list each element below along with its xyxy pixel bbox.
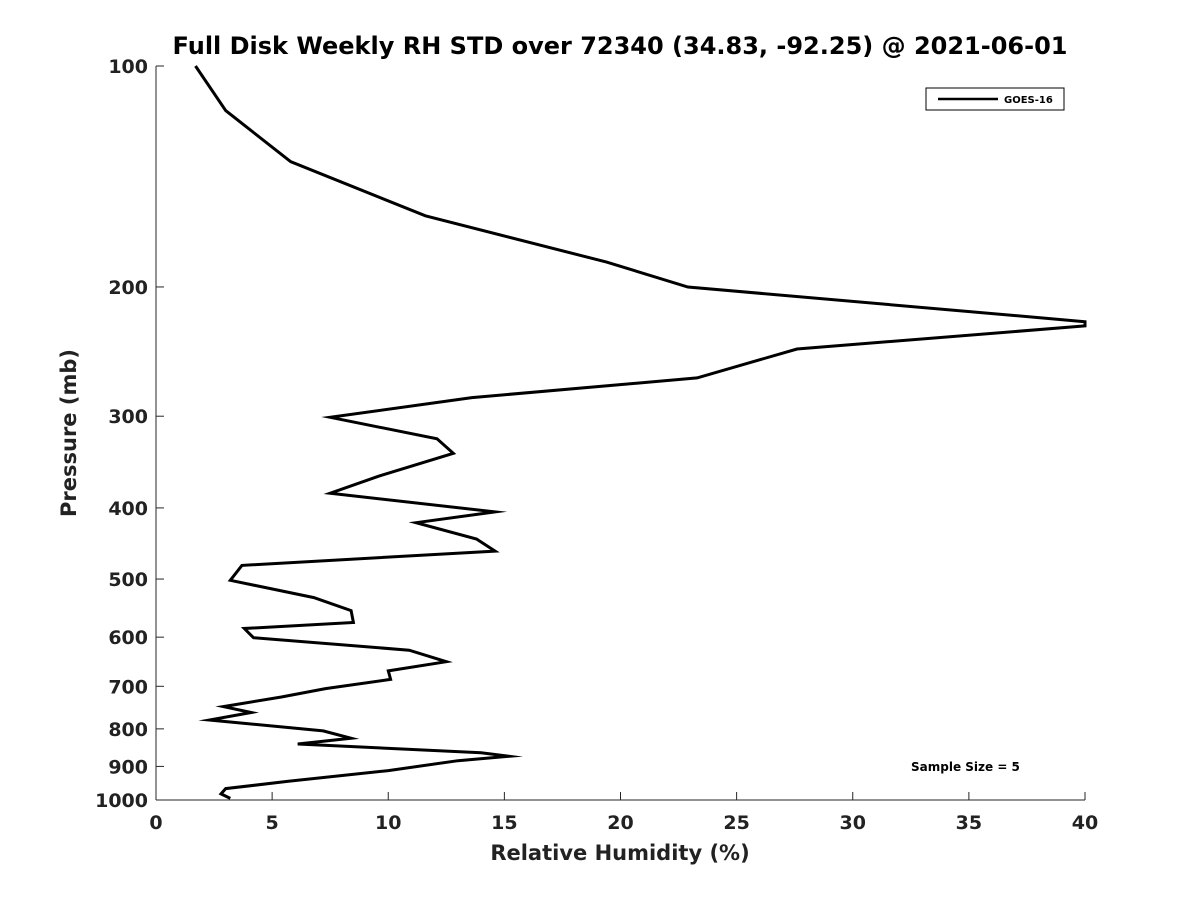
x-tick-label: 40 <box>1072 812 1098 834</box>
x-tick-label: 30 <box>840 812 866 834</box>
y-tick-label: 600 <box>108 627 148 649</box>
x-tick-label: 35 <box>956 812 982 834</box>
x-tick-label: 10 <box>375 812 401 834</box>
x-axis-label: Relative Humidity (%) <box>490 841 749 865</box>
y-tick-label: 500 <box>108 569 148 591</box>
legend-entry: GOES-16 <box>1004 95 1053 106</box>
chart-title: Full Disk Weekly RH STD over 72340 (34.8… <box>173 32 1068 60</box>
y-tick-label: 900 <box>108 756 148 778</box>
series-group <box>194 65 1087 800</box>
y-axis-label: Pressure (mb) <box>57 349 81 517</box>
y-tick-label: 1000 <box>95 790 148 812</box>
sample-size-annotation: Sample Size = 5 <box>911 760 1020 774</box>
x-tick-label: 20 <box>607 812 633 834</box>
x-tick-label: 5 <box>266 812 279 834</box>
y-tick-label: 400 <box>108 498 148 520</box>
legend: GOES-16 <box>925 87 1065 111</box>
plot-layer: 0 5 10 15 20 25 30 35 40 100 200 300 400 500 600 700 800… <box>95 56 1098 834</box>
x-tick-label: 15 <box>491 812 517 834</box>
y-tick-label: 300 <box>108 406 148 428</box>
y-tick-label: 200 <box>108 277 148 299</box>
y-tick-label: 100 <box>108 56 148 78</box>
y-tick-label: 700 <box>108 676 148 698</box>
x-tick-label: 25 <box>723 812 749 834</box>
x-tick-label: 0 <box>149 812 162 834</box>
y-tick-label: 800 <box>108 719 148 741</box>
